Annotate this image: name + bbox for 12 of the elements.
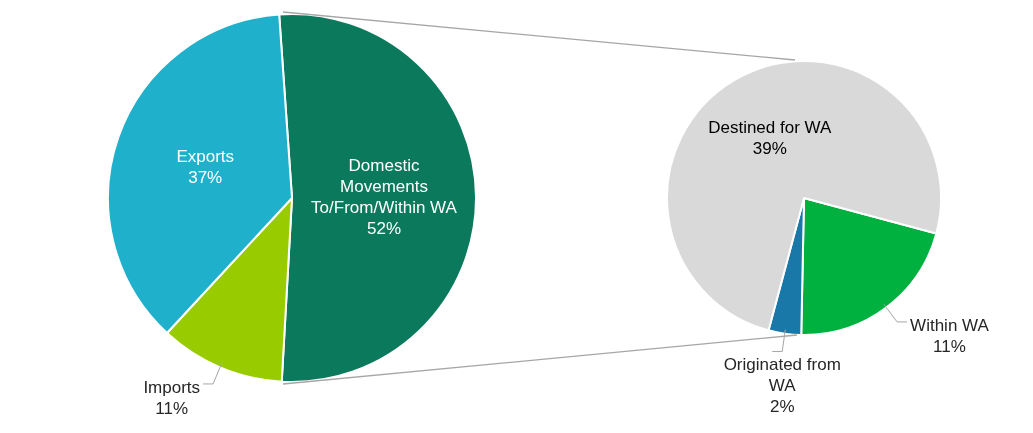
slice-label: Domestic Movements To/From/Within WA [311,155,458,217]
slice-label: Imports [143,377,201,397]
data-label: 11% [155,398,189,418]
data-label: 52% [366,218,402,238]
slice-label: Originated from WA [723,355,841,396]
slice-label: Destined for WA [708,117,832,137]
data-label: 39% [752,138,787,158]
data-label: 37% [188,167,223,187]
slice-label: Exports [176,146,235,166]
slice-label: Within WA [910,315,990,335]
data-label: 11% [933,336,966,356]
data-label: 2% [769,397,795,417]
